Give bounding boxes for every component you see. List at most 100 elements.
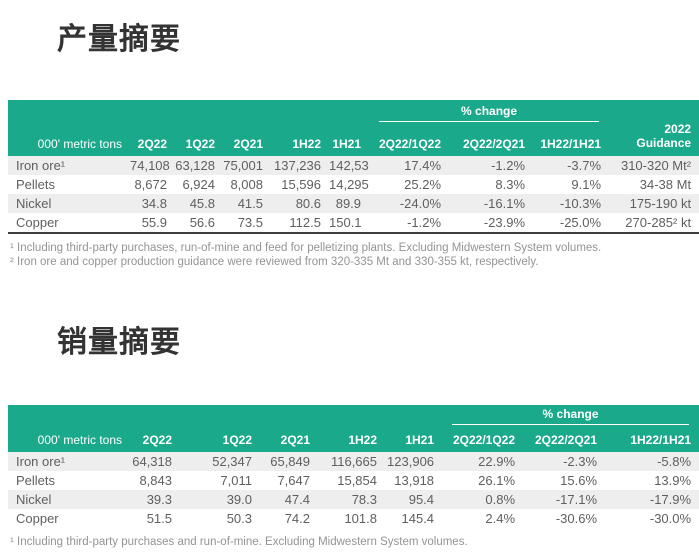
table-cell: 34.8 [141, 195, 167, 211]
table-cell: 50.3 [226, 510, 252, 526]
table-cell: 9.1% [571, 176, 602, 192]
table-cell: -5.8% [657, 453, 692, 469]
row-label: Iron ore¹ [16, 157, 66, 173]
pct-change-header: % change [369, 100, 610, 123]
table-cell: 175-190 kt [629, 195, 692, 211]
footnote: ¹ Including third-party purchases, run-o… [10, 241, 602, 254]
column-header: 1H21 [385, 424, 443, 452]
table-cell: 73.5 [223, 212, 271, 234]
column-header: 2Q22/1Q22 [369, 123, 450, 156]
unit-label: 000' metric tons [8, 123, 130, 156]
table-cell: -17.9% [649, 491, 692, 507]
table-cell: 55.9 [130, 212, 175, 234]
table-cell: 13,918 [394, 472, 435, 488]
table-row-iron-ore: Iron ore¹ 64,318 52,347 65,849 116,665 1… [8, 451, 699, 471]
table-cell: 74.2 [284, 510, 310, 526]
table-row-nickel: Nickel 39.3 39.0 47.4 78.3 95.4 0.8% -17… [8, 489, 699, 509]
table-cell: -25.0% [533, 212, 610, 234]
column-header: 2Q22/2Q21 [523, 424, 606, 452]
table-cell: 150.1 [329, 212, 370, 234]
table-cell: -30.6% [555, 510, 598, 526]
table-cell: 15.6% [560, 472, 598, 488]
table-cell: -17.1% [555, 491, 598, 507]
column-header: 2Q21 [260, 424, 318, 452]
header-spacer [8, 404, 443, 425]
row-label: Copper [16, 510, 59, 526]
footnote: ² Iron ore and copper production guidanc… [10, 255, 539, 268]
table-cell: 101.8 [344, 510, 377, 526]
table-cell: 34-38 Mt [639, 176, 692, 192]
column-header: 2Q22/2Q21 [449, 123, 534, 156]
table-cell: 2.4% [485, 510, 516, 526]
footnote: ¹ Including third-party purchases and ru… [10, 535, 468, 548]
column-header: 1H21 [329, 123, 370, 156]
table-cell: 8.3% [495, 176, 526, 192]
table-cell: 116,665 [330, 453, 377, 469]
production-summary-table: % change 000' metric tons 2Q22 1Q22 2Q21… [8, 100, 699, 234]
column-header: 2Q22 [130, 424, 180, 452]
table-cell: 142,531 [329, 157, 369, 173]
row-label: Pellets [16, 472, 56, 488]
table-cell: 63,128 [175, 157, 215, 173]
table-cell: 14,295 [329, 176, 369, 192]
table-row-pellets: Pellets 8,843 7,011 7,647 15,854 13,918 … [8, 471, 699, 490]
table-cell: 41.5 [237, 195, 263, 211]
table-cell: 310-320 Mt² [620, 157, 692, 173]
row-label: Pellets [16, 176, 56, 192]
table-cell: 13.9% [654, 472, 692, 488]
pct-change-label: % change [379, 104, 600, 122]
table-cell: 89.9 [335, 195, 362, 211]
table-cell: 52,347 [212, 453, 252, 469]
table-cell: -3.7% [567, 157, 602, 173]
table-cell: 25.2% [404, 176, 442, 192]
table-cell: 22.9% [478, 453, 516, 469]
row-label: Copper [8, 212, 130, 234]
table-row-copper: Copper 51.5 50.3 74.2 101.8 145.4 2.4% -… [8, 509, 699, 528]
table-cell: 270-285² kt [609, 212, 699, 234]
table-cell: 123,906 [387, 453, 435, 469]
pct-change-header: % change [442, 404, 699, 425]
production-footnotes: ¹ Including third-party purchases, run-o… [10, 241, 699, 269]
table-cell: 8,843 [139, 472, 172, 488]
table-cell: 65,849 [270, 453, 310, 469]
unit-label: 000' metric tons [8, 424, 130, 452]
row-label: Nickel [16, 491, 52, 507]
column-header: 1H22 [318, 424, 385, 452]
table-cell: 15,854 [337, 472, 377, 488]
column-header: 1H22 [271, 123, 329, 156]
table-cell: 45.8 [189, 195, 215, 211]
table-cell: 26.1% [478, 472, 516, 488]
header-spacer [609, 100, 699, 123]
table-cell: 51.5 [146, 510, 172, 526]
table-row-pellets: Pellets 8,672 6,924 8,008 15,596 14,295 … [8, 175, 699, 194]
table-cell: 8,008 [230, 176, 263, 192]
table-cell: 39.3 [146, 491, 172, 507]
table-cell: 17.4% [404, 157, 442, 173]
table-cell: -24.0% [399, 195, 442, 211]
table-cell: -10.3% [559, 195, 602, 211]
table-cell: 137,236 [274, 157, 321, 173]
pct-change-label: % change [452, 407, 690, 425]
table-row-nickel: Nickel 34.8 45.8 41.5 80.6 89.9 -24.0% -… [8, 193, 699, 213]
row-label: Iron ore¹ [16, 453, 66, 469]
table-cell: -16.1% [483, 195, 526, 211]
header-spacer [8, 100, 370, 123]
table-cell: 8,672 [134, 176, 167, 192]
sales-footnotes: ¹ Including third-party purchases and ru… [10, 535, 699, 549]
sales-summary-table: % change 000' metric tons 2Q22 1Q22 2Q21… [8, 404, 699, 528]
column-header: 2Q22/1Q22 [442, 424, 524, 452]
table-cell: -30.0% [649, 510, 692, 526]
column-header-guidance: 2022 Guidance [609, 122, 699, 156]
column-header: 1Q22 [180, 424, 260, 452]
table-cell: -2.3% [563, 453, 598, 469]
table-cell: 15,596 [281, 176, 321, 192]
table-cell: 39.0 [226, 491, 252, 507]
table-cell: 80.6 [295, 195, 321, 211]
column-header: 2Q21 [223, 123, 271, 156]
table-cell: 74,108 [130, 157, 170, 173]
column-header: 1H22/1H21 [605, 424, 699, 452]
column-header: 1H22/1H21 [533, 123, 610, 156]
column-header: 1Q22 [175, 123, 223, 156]
table-row-iron-ore: Iron ore¹ 74,108 63,128 75,001 137,236 1… [8, 155, 699, 175]
